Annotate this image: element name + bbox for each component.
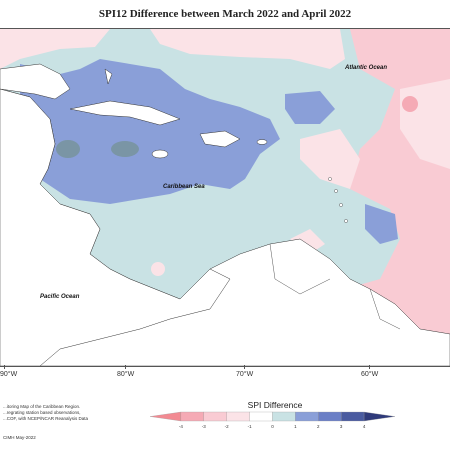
lon-tick-80 bbox=[125, 365, 126, 369]
legend-title: SPI Difference bbox=[247, 400, 303, 410]
land-central-america bbox=[0, 88, 231, 366]
border-line-2 bbox=[369, 288, 401, 330]
label-pacific-ocean: Pacific Ocean bbox=[40, 294, 80, 300]
map-title: SPI12 Difference between March 2022 and … bbox=[98, 8, 352, 20]
lon-label-60: 60°W bbox=[361, 371, 379, 378]
map-description: ...itoring Map of the Caribbean Region. … bbox=[3, 404, 113, 422]
lon-label-90: 90°W bbox=[0, 371, 18, 378]
lon-tick-90 bbox=[4, 365, 5, 369]
legend-cell bbox=[203, 411, 227, 422]
anomaly-pink-n bbox=[150, 29, 345, 69]
info-line: ...regrating station based observations, bbox=[3, 410, 81, 415]
anomaly-grey-2 bbox=[56, 140, 80, 158]
info-line: ...itoring Map of the Caribbean Region. bbox=[3, 404, 81, 409]
anomaly-pink-nw bbox=[0, 29, 110, 69]
anomaly-pink-spot-3 bbox=[151, 262, 165, 276]
anomaly-blue-east bbox=[365, 204, 398, 244]
island-antilles-4 bbox=[344, 219, 348, 223]
lon-label-70: 70°W bbox=[236, 371, 254, 378]
island-puerto-rico bbox=[256, 139, 268, 145]
anomaly-blue-core bbox=[20, 59, 280, 204]
label-atlantic-ocean: Atlantic Ocean bbox=[345, 65, 388, 71]
legend-cell bbox=[226, 411, 250, 422]
anomaly-pink-spot bbox=[402, 96, 418, 112]
land-florida-gulf bbox=[0, 63, 71, 100]
legend-colorbar bbox=[150, 411, 395, 422]
island-jamaica bbox=[151, 149, 169, 159]
legend-tick-label: 2 bbox=[317, 424, 320, 429]
legend-tick-label: 1 bbox=[294, 424, 297, 429]
anomaly-blue-atlantic bbox=[285, 91, 335, 124]
map-canvas bbox=[0, 29, 450, 366]
island-hispaniola bbox=[199, 130, 241, 148]
lon-tick-70 bbox=[244, 365, 245, 369]
info-line: ...COF, with NCEP/NCAR Reanalysis Data bbox=[3, 416, 89, 421]
legend-tick-label: 4 bbox=[362, 424, 366, 429]
border-line-1 bbox=[269, 243, 331, 295]
legend-tick-label: -2 bbox=[224, 424, 229, 429]
legend-cell bbox=[180, 411, 204, 422]
legend-cell bbox=[318, 411, 342, 422]
label-caribbean-sea: Caribbean Sea bbox=[163, 184, 205, 190]
legend-cell bbox=[249, 411, 273, 422]
legend-tick-label: -4 bbox=[178, 424, 183, 429]
legend-cell bbox=[272, 411, 296, 422]
legend-cell bbox=[295, 411, 319, 422]
anomaly-pink-spot-2 bbox=[290, 229, 325, 254]
island-cuba bbox=[69, 100, 181, 126]
legend-cell-min-arrow bbox=[150, 411, 182, 422]
map-panel: Atlantic Ocean Caribbean Sea Pacific Oce… bbox=[0, 28, 450, 367]
legend-tick-label: 0 bbox=[271, 424, 274, 429]
island-bahamas bbox=[104, 68, 113, 85]
anomaly-light-pink-mid bbox=[300, 129, 360, 189]
legend-tick-label: -1 bbox=[247, 424, 252, 429]
credit-text: CIMH May-2022 bbox=[3, 435, 36, 440]
lon-label-80: 80°W bbox=[117, 371, 135, 378]
legend-cell-max-arrow bbox=[363, 411, 395, 422]
lon-tick-60 bbox=[369, 365, 370, 369]
legend-tick-label: -3 bbox=[201, 424, 206, 429]
anomaly-grey-1 bbox=[111, 141, 139, 157]
legend-cell bbox=[341, 411, 365, 422]
island-antilles-3 bbox=[339, 203, 343, 207]
island-antilles-2 bbox=[334, 189, 338, 193]
legend-tick-label: 3 bbox=[339, 424, 343, 429]
island-antilles-1 bbox=[328, 177, 332, 181]
